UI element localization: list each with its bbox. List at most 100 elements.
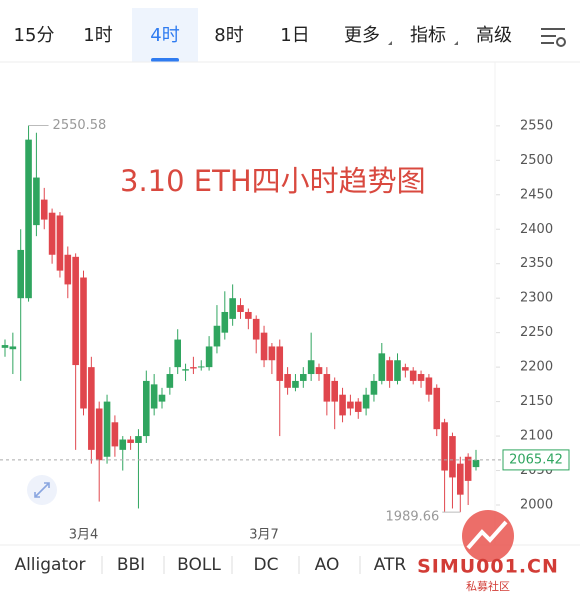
candle-body [276,346,284,381]
chart-annotation: 3.10 ETH四小时趋势图 [120,164,426,198]
indicator-tab[interactable]: ATR [374,555,407,575]
candle-body [190,367,197,369]
candle-body [135,436,142,443]
candle-body [158,394,166,402]
candle-body [292,380,299,388]
candle-body [72,256,79,366]
candle-body [284,374,291,388]
y-tick-label: 2300 [520,291,553,306]
candle-body [300,374,307,381]
y-tick-label: 2450 [520,187,553,202]
candle-body [323,374,331,402]
candle-body [56,215,64,271]
candle-body [111,422,119,447]
indicator-tab[interactable]: DC [254,555,279,575]
last-price-label: 2065.42 [509,452,563,467]
candle-body [409,370,417,381]
candle-body [339,394,346,416]
last-price-box [502,449,570,471]
candle-body [417,374,425,381]
dropdown-caret [454,41,458,45]
selected-tab-indicator [151,58,179,62]
indicator-tab[interactable]: AO [315,555,340,575]
x-tick-label: 3月4 [69,528,99,543]
candle-body [315,367,323,375]
candle-body [331,380,338,402]
y-tick-label: 2100 [520,429,553,444]
settings-icon[interactable] [541,28,566,47]
candle-body [394,360,401,381]
candle-body [205,346,213,368]
candle-body [103,401,111,457]
candle-body [150,384,158,409]
candle-body [119,439,127,450]
candle-body [370,380,378,395]
candle-body [245,311,252,319]
watermark-site: SIMU001.CN [417,556,559,578]
timeframe-tab[interactable]: 15分 [14,25,55,46]
candle-body [472,459,480,468]
candle-body [88,367,95,450]
y-tick-label: 2550 [520,118,553,133]
candle-body [213,325,221,347]
candle-body [1,345,9,348]
watermark [462,510,514,562]
timeframe-tab[interactable]: 高级 [476,25,512,46]
candle-body [197,366,205,368]
expand-icon [34,482,50,498]
candle-body [17,249,24,299]
candle-body [221,311,229,333]
candle-body [166,374,174,388]
candle-body [362,394,370,409]
candle-body [64,254,72,285]
watermark-name: 私募社区 [466,579,510,593]
timeframe-tab[interactable]: 更多 [344,25,380,46]
candle-body [229,298,236,319]
indicator-tab[interactable]: Alligator [14,555,85,575]
selected-tab-bg [132,8,198,62]
candle-body [441,422,448,471]
candle-body [433,387,441,430]
y-tick-label: 2200 [520,360,553,375]
x-tick-label: 3月7 [249,528,279,543]
y-tick-label: 2350 [520,256,553,271]
candle-body [143,380,150,437]
candle-body [347,401,354,409]
candle-body [9,346,17,350]
candle-body [25,139,32,299]
y-tick-label: 2000 [520,498,553,513]
timeframe-tab[interactable]: 4时 [150,25,179,46]
candle-body [425,377,433,395]
y-tick-label: 2250 [520,325,553,340]
candle-body [268,346,276,361]
candle-body [237,305,244,312]
max-label: 2550.58 [53,118,107,133]
y-tick-label: 2400 [520,222,553,237]
candle-body [307,360,315,375]
timeframe-tab[interactable]: 指标 [410,25,446,46]
candle-body [33,177,40,226]
candle-body [464,456,472,481]
candle-body [174,339,181,368]
candle-body [457,463,464,495]
candle-body [48,212,56,255]
candle-body [378,353,386,381]
candle-body [252,318,260,340]
candle-body [386,360,393,381]
candle-body [80,277,87,409]
candle-body [402,367,409,371]
timeframe-tab[interactable]: 1日 [280,25,309,46]
timeframe-tab[interactable]: 8时 [214,25,243,46]
timeframe-tab[interactable]: 1时 [83,25,112,46]
candle-body [127,439,134,443]
candle-body [95,408,103,461]
candle-body [182,369,189,371]
indicator-tab[interactable]: BOLL [177,555,221,575]
indicator-tab[interactable]: BBI [117,555,145,575]
dropdown-caret [388,41,392,45]
y-tick-label: 2150 [520,394,553,409]
min-label: 1989.66 [386,510,440,525]
candle-body [40,199,48,220]
